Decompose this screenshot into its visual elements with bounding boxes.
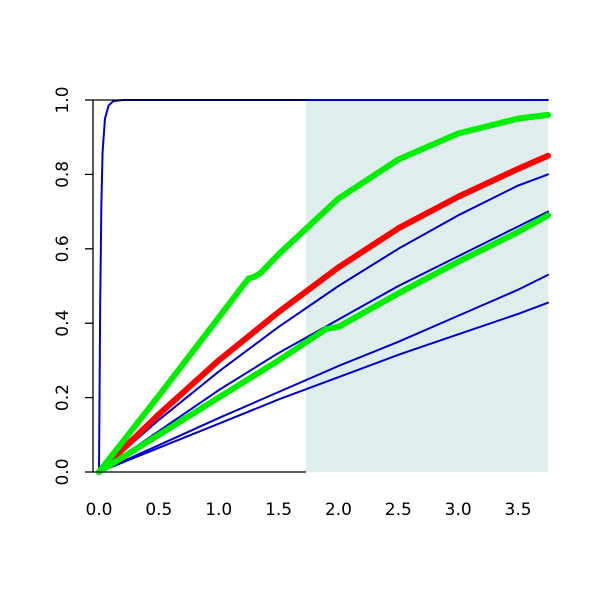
y-tick-label: 1.0 bbox=[53, 86, 73, 113]
y-tick-label: 0.8 bbox=[53, 161, 73, 188]
y-axis-ticks: 0.0 0.2 0.4 0.6 0.8 1.0 bbox=[53, 86, 93, 486]
series-line-5 bbox=[97, 301, 549, 473]
x-tick-label: 3.5 bbox=[505, 500, 532, 520]
y-tick-label: 0.0 bbox=[53, 458, 73, 485]
x-axis-ticks: 0.0 0.5 1.0 1.5 2.0 2.5 3.0 3.5 bbox=[85, 500, 531, 520]
series-line-6 bbox=[95, 152, 551, 475]
x-tick-label: 1.0 bbox=[205, 500, 232, 520]
series-line-7 bbox=[95, 111, 551, 475]
series-line-8 bbox=[95, 212, 551, 475]
plot-background bbox=[306, 100, 548, 472]
x-tick-label: 0.5 bbox=[145, 500, 172, 520]
y-tick-label: 0.4 bbox=[53, 310, 73, 337]
axes bbox=[92, 99, 307, 473]
x-tick-label: 3.0 bbox=[445, 500, 472, 520]
shaded-region bbox=[306, 100, 548, 472]
series-line-4 bbox=[97, 273, 549, 473]
x-tick-label: 1.5 bbox=[265, 500, 292, 520]
series-line-3 bbox=[97, 210, 549, 473]
series-line-2 bbox=[97, 173, 549, 473]
y-tick-label: 0.6 bbox=[53, 235, 73, 262]
x-tick-label: 0.0 bbox=[85, 500, 112, 520]
x-tick-label: 2.5 bbox=[385, 500, 412, 520]
series-layer bbox=[95, 99, 551, 475]
x-tick-label: 2.0 bbox=[325, 500, 352, 520]
y-tick-label: 0.2 bbox=[53, 384, 73, 411]
